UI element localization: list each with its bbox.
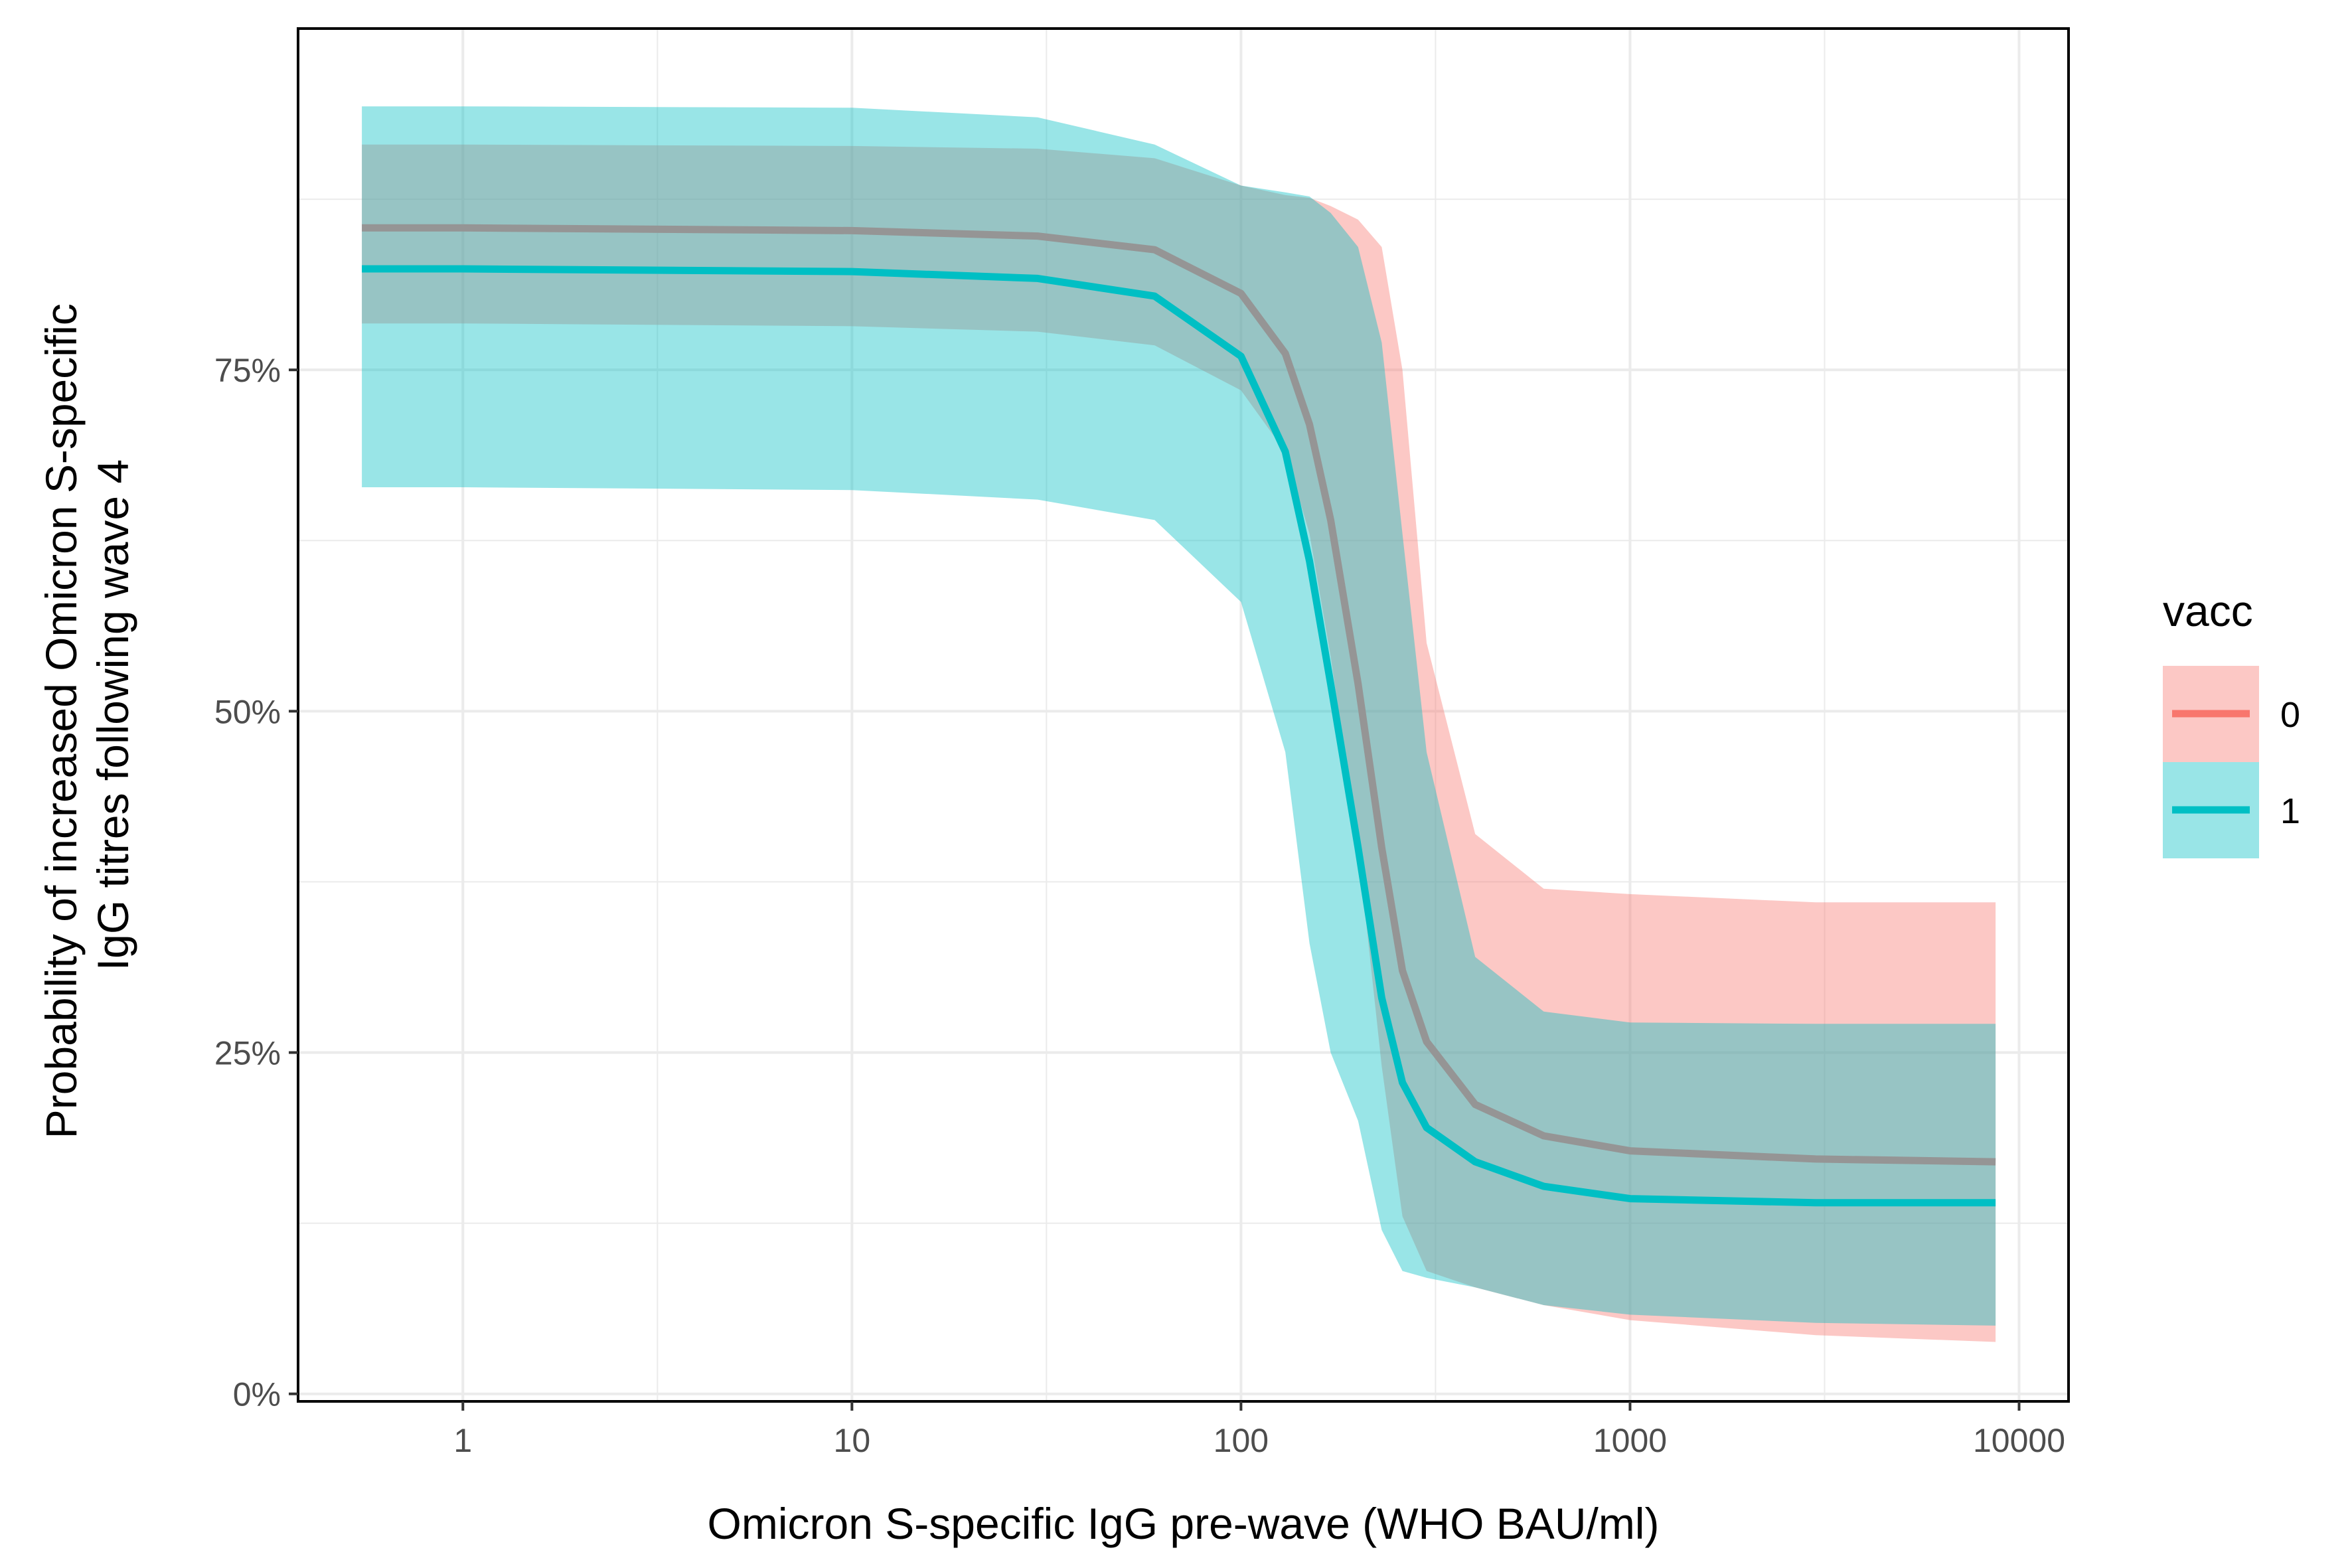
y-tick-label: 25%	[214, 1035, 281, 1072]
fitted-lines	[362, 224, 1996, 1207]
legend-label-vacc-1: 1	[2280, 791, 2300, 831]
legend-title: vacc	[2163, 586, 2253, 635]
ribbon-vacc-0	[362, 144, 1996, 1342]
line-vacc-1	[362, 265, 1996, 1207]
minor-gridlines	[298, 29, 2069, 1401]
line-vacc-0	[362, 224, 1996, 1166]
x-tick-label: 100	[1214, 1422, 1269, 1459]
y-tick-label: 0%	[233, 1376, 281, 1413]
x-tick-label: 1	[453, 1422, 472, 1459]
y-axis-ticks: 0% 25% 50% 75%	[214, 352, 298, 1413]
y-tick-label: 50%	[214, 693, 281, 730]
y-axis-title-line-1: Probability of increased Omicron S-speci…	[37, 303, 86, 1138]
x-tick-label: 1000	[1593, 1422, 1667, 1459]
confidence-ribbons	[362, 106, 1996, 1342]
x-axis-title: Omicron S-specific IgG pre-wave (WHO BAU…	[708, 1499, 1660, 1548]
x-axis-ticks: 1 10 100 1000 10000	[453, 1401, 2065, 1459]
plot-panel	[298, 29, 2069, 1401]
legend: vacc 0 1	[2163, 586, 2300, 858]
plot-panel-border	[297, 27, 2070, 1403]
y-axis-title: Probability of increased Omicron S-speci…	[37, 291, 137, 1139]
legend-label-vacc-0: 0	[2280, 695, 2300, 735]
x-tick-label: 10	[834, 1422, 871, 1459]
x-tick-label: 10000	[1973, 1422, 2065, 1459]
y-axis-title-line-2: IgG titres following wave 4	[88, 459, 137, 971]
ribbon-vacc-1	[362, 106, 1996, 1326]
y-tick-label: 75%	[214, 352, 281, 389]
major-gridlines	[298, 29, 2069, 1401]
